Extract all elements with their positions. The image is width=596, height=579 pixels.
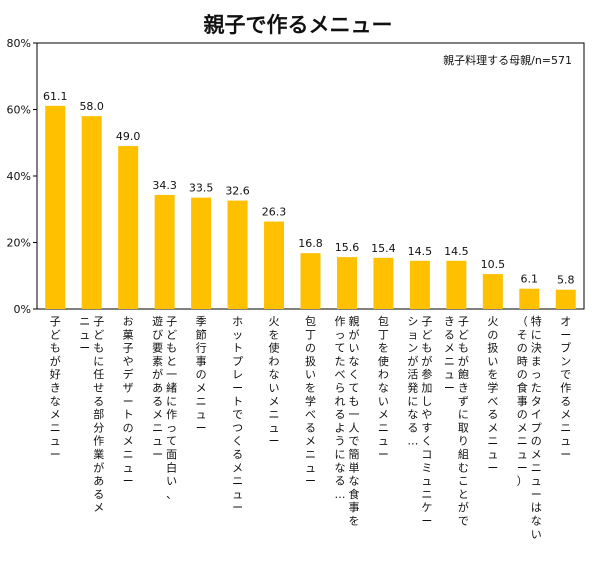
bar (519, 288, 540, 309)
y-tick-label: 20% (7, 237, 31, 250)
category-label: 火を使わないメニュー (269, 315, 280, 448)
category-label: 包丁の扱いを学べるメニュー (305, 315, 316, 488)
bar-value-label: 16.8 (298, 237, 323, 250)
category-label: 子どもに任せる部分作業があるメ (93, 315, 104, 514)
category-label: ホットプレートでつくるメニュー (232, 315, 243, 514)
bar-value-label: 5.8 (557, 274, 575, 287)
bar-value-label: 49.0 (116, 130, 141, 143)
bar (373, 257, 394, 309)
bar (118, 146, 139, 309)
category-label: きるメニュー (444, 315, 455, 395)
y-tick-label: 60% (7, 104, 31, 117)
bar-value-label: 14.5 (444, 245, 469, 258)
category-label: 子どもが好きなメニュー (50, 315, 61, 461)
bar-value-label: 34.3 (152, 179, 177, 192)
bar (409, 260, 430, 309)
bar (336, 257, 357, 309)
y-axis: 0% 20% 40% 60% 80% (7, 37, 37, 316)
category-label: ニュー (79, 315, 90, 355)
bars: 61.1 58.0 49.0 34.3 33.5 32.6 26.3 16.8 15.6 15.4… (43, 90, 576, 310)
bar (45, 105, 66, 309)
bar-value-label: 15.4 (371, 242, 396, 255)
category-label: 子どもが飽きずに取り組むことがで (458, 315, 469, 528)
category-label: 子どもが参加しやすくコミュニケー (421, 315, 432, 528)
bar (264, 221, 285, 309)
category-label: 季節行事のメニュー (196, 315, 207, 434)
y-tick-label: 80% (7, 37, 31, 50)
category-label: 遊び要素があるメニュー (152, 314, 163, 461)
bar (446, 260, 467, 309)
bar-value-label: 58.0 (79, 100, 104, 113)
bar (81, 116, 102, 310)
bar-value-label: 32.6 (225, 185, 250, 198)
category-label: 火の扱いを学べるメニュー (487, 315, 498, 474)
bar (154, 194, 175, 309)
bar (482, 274, 503, 309)
bar-value-label: 15.6 (335, 241, 360, 254)
bar (191, 197, 212, 309)
chart-title: 親子で作るメニュー (204, 13, 393, 37)
category-label: 包丁を使わないメニュー (378, 315, 389, 461)
category-label: 特に決まったタイプのメニューはない (531, 314, 542, 541)
bar-value-label: 6.1 (521, 273, 539, 286)
bar (227, 200, 248, 309)
category-label: 作ってたべられるようになる… (334, 315, 345, 501)
bar-value-label: 14.5 (408, 245, 433, 258)
category-label: （その時の食事のメニュー） (517, 315, 528, 488)
category-label: ションが活発になる… (407, 315, 418, 448)
sample-annotation: 親子料理する母親/n=571 (443, 53, 572, 67)
bar-value-label: 26.3 (262, 206, 287, 219)
bar-value-label: 61.1 (43, 90, 68, 103)
y-tick-label: 0% (14, 303, 31, 316)
y-tick-label: 40% (7, 170, 31, 183)
bar-value-label: 33.5 (189, 182, 214, 195)
category-label: お菓子やデザートのメニュー (123, 315, 134, 488)
category-label: 子どもと一緒に作って面白い、 (166, 315, 177, 501)
category-label: 親がいなくても一人で簡単な食事を (348, 315, 359, 528)
bar (300, 253, 321, 309)
bar (555, 289, 576, 309)
category-label: オーブンで作るメニュー (560, 315, 571, 461)
bar-value-label: 10.5 (481, 258, 506, 271)
